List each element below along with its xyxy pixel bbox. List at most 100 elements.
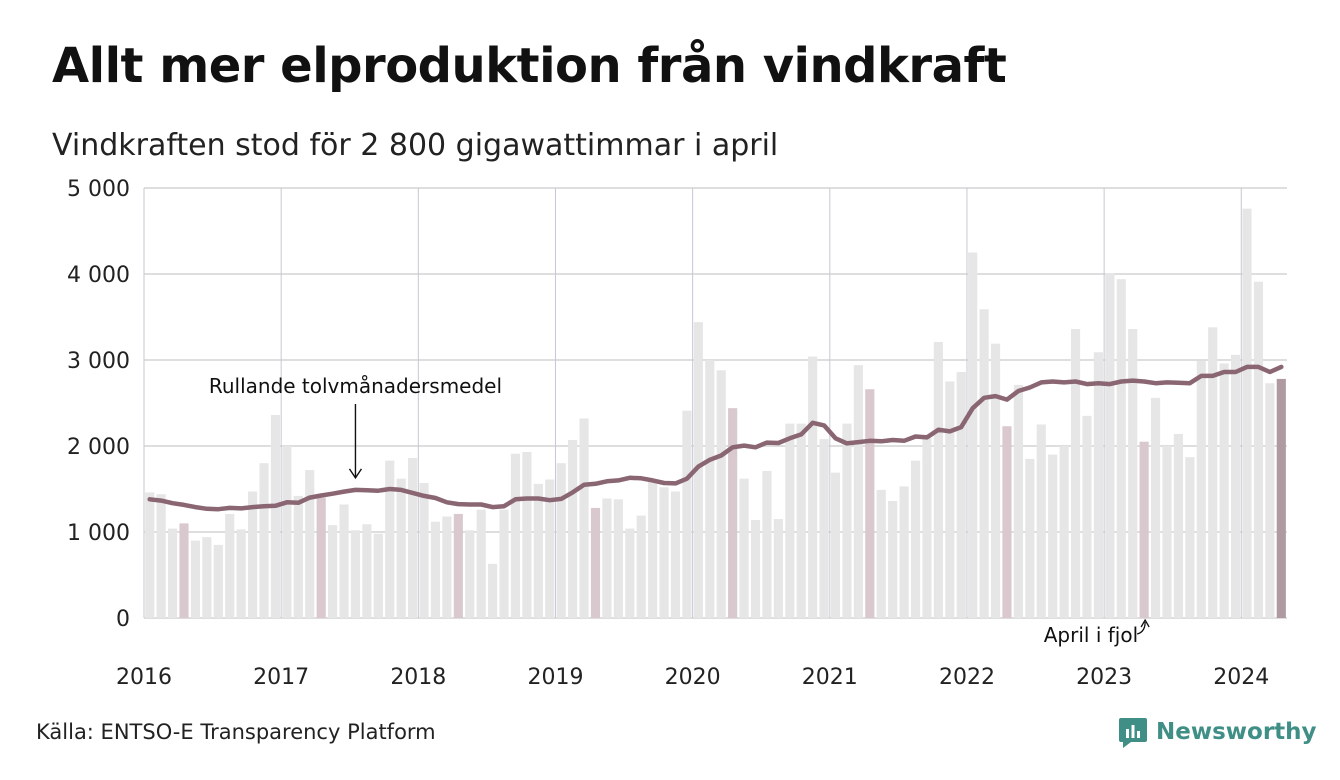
bar: [213, 544, 223, 618]
bar: [888, 501, 898, 618]
bar: [1070, 329, 1081, 618]
bar: [693, 322, 703, 618]
bar: [328, 525, 338, 618]
grid-layer: [143, 187, 1287, 619]
bar: [773, 519, 783, 618]
bar: [1128, 329, 1138, 618]
bar: [785, 423, 795, 618]
bar: [179, 523, 189, 618]
bar: [842, 423, 852, 618]
bar: [499, 509, 509, 618]
bar: [853, 365, 863, 618]
annotation-april-last-year: April i fjol: [1044, 623, 1138, 647]
bar: [625, 528, 635, 618]
y-tick-label: 3 000: [67, 349, 130, 374]
bar: [1265, 383, 1275, 618]
bar: [430, 521, 441, 618]
bar: [1139, 441, 1149, 618]
annotation-arrowhead: [348, 468, 363, 480]
rolling-average-line: [147, 364, 1284, 512]
bar: [1036, 424, 1046, 618]
bar: [716, 370, 726, 618]
bar: [979, 309, 989, 618]
bar: [453, 513, 463, 618]
bar: [190, 540, 201, 618]
bar: [1162, 446, 1172, 618]
bar: [590, 507, 601, 618]
bar: [202, 537, 212, 618]
bar: [739, 478, 749, 618]
x-tick-label: 2023: [1076, 665, 1132, 690]
bar: [248, 491, 258, 618]
bar: [922, 438, 932, 618]
bar: [168, 528, 178, 618]
bar: [145, 492, 155, 618]
bar: [533, 483, 543, 618]
bar: [316, 497, 326, 618]
newsworthy-logo-icon: [1119, 718, 1147, 748]
bar: [1185, 457, 1195, 618]
bar-layer: [145, 208, 1286, 618]
bar: [1025, 458, 1035, 618]
bar: [1253, 281, 1263, 618]
brand-logo[interactable]: Newsworthy: [1118, 712, 1317, 752]
bar: [1150, 397, 1161, 618]
y-tick-label: 4 000: [67, 263, 130, 288]
line-layer: [147, 364, 1284, 512]
bar: [282, 446, 292, 618]
bar: [510, 453, 521, 618]
bar: [1116, 279, 1126, 618]
bar: [488, 563, 498, 618]
bar: [1059, 446, 1069, 618]
bar: [682, 410, 692, 618]
bar: [476, 509, 486, 618]
bar: [465, 530, 475, 618]
bar: [1048, 454, 1058, 618]
bar: [373, 533, 383, 618]
bar: [1219, 363, 1229, 618]
bar: [259, 463, 269, 618]
bar: [1230, 354, 1241, 618]
bar: [728, 408, 738, 618]
bar: [1013, 384, 1023, 618]
bar: [156, 494, 166, 618]
bar: [830, 472, 841, 618]
bar: [899, 486, 909, 618]
annotation-arrow: [1136, 621, 1146, 635]
bar: [1093, 352, 1103, 618]
bar: [670, 491, 681, 618]
annotation-arrowhead: [1140, 618, 1150, 628]
bar: [339, 504, 349, 618]
bar: [796, 423, 806, 618]
bar: [933, 341, 943, 618]
bar: [385, 460, 395, 618]
x-tick-label: 2021: [802, 665, 858, 690]
bar: [808, 356, 818, 618]
bar: [865, 389, 875, 618]
brand-name: Newsworthy: [1156, 719, 1317, 745]
bar: [876, 489, 886, 618]
x-tick-label: 2024: [1213, 665, 1269, 690]
bar: [1242, 208, 1252, 618]
bar: [990, 343, 1001, 618]
bar: [1276, 378, 1286, 618]
bar: [910, 460, 921, 618]
bar: [648, 479, 658, 618]
y-tick-label: 0: [116, 607, 130, 632]
bar: [556, 463, 566, 618]
bar: [408, 458, 418, 618]
annotation-rolling-average: Rullande tolvmånadersmedel: [209, 374, 502, 398]
bar: [522, 452, 532, 618]
bar: [1208, 327, 1218, 618]
annotation-layer: Rullande tolvmånadersmedel April i fjol: [209, 374, 1150, 647]
x-tick-label: 2016: [116, 665, 172, 690]
bar: [819, 439, 829, 618]
y-tick-label: 2 000: [67, 435, 130, 460]
bar: [442, 516, 452, 618]
x-tick-label: 2020: [665, 665, 721, 690]
bar: [636, 515, 646, 618]
bar: [956, 372, 966, 618]
x-tick-label: 2019: [527, 665, 583, 690]
bar: [750, 519, 761, 618]
